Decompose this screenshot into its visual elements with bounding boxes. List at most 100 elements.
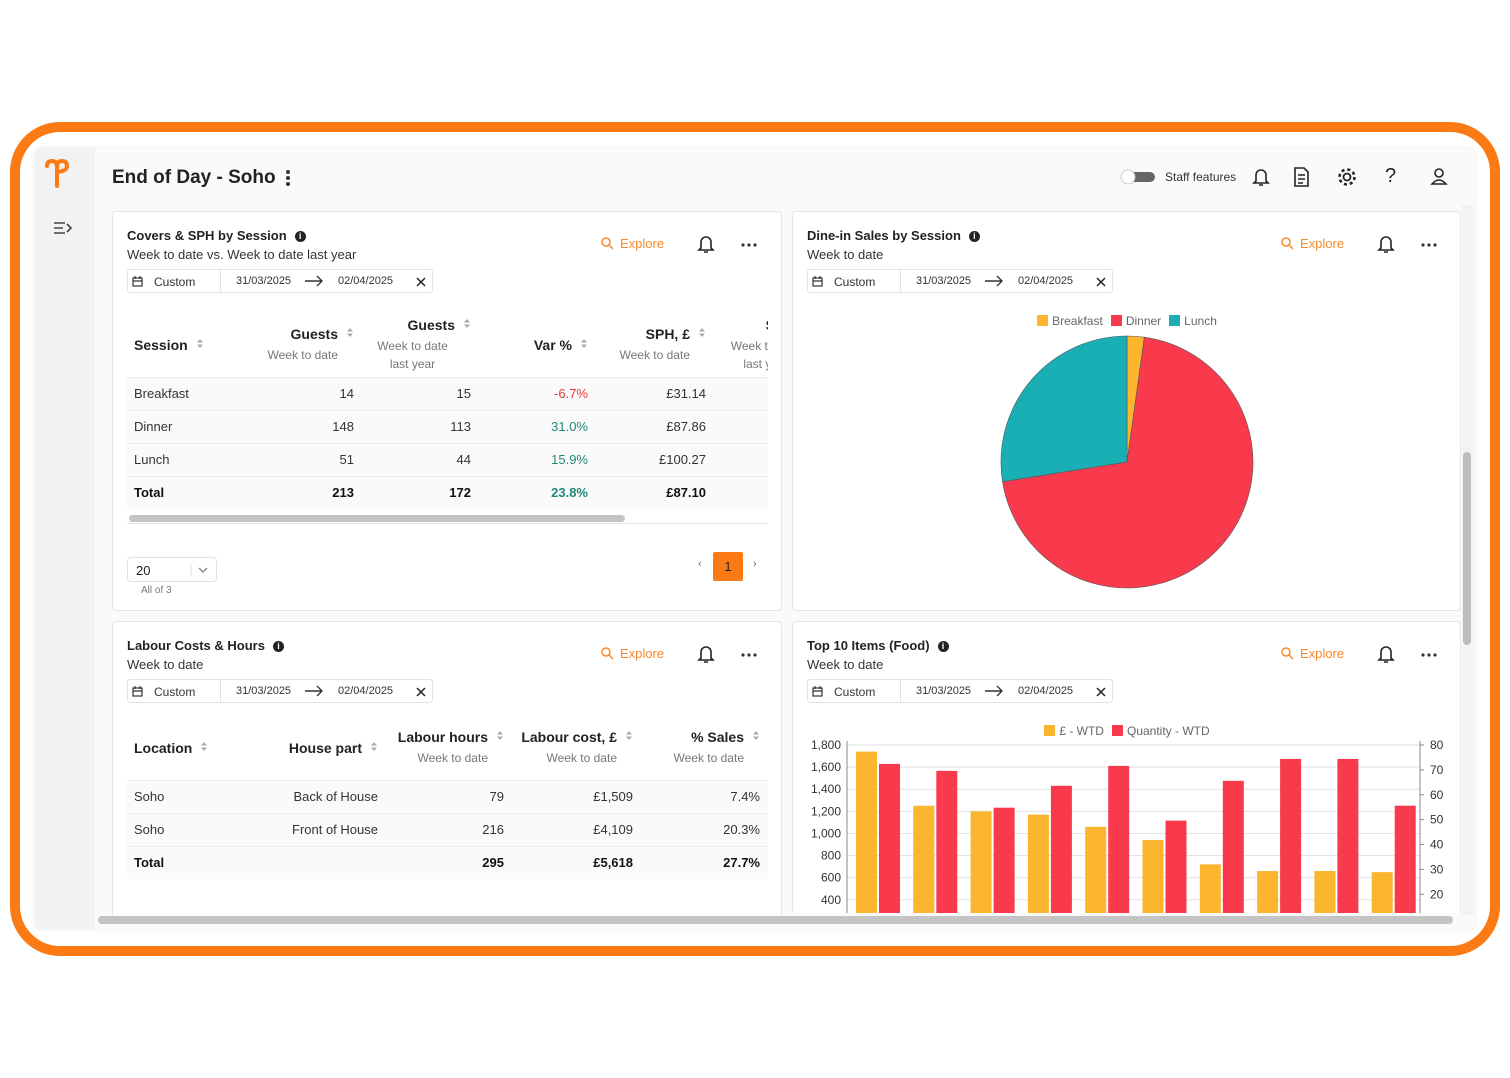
table-cell: 216 [386, 812, 512, 846]
info-icon[interactable]: i [272, 641, 284, 652]
table-row: Dinner 148 113 31.0% £87.86 [127, 409, 768, 443]
panel-menu[interactable] [740, 242, 758, 248]
bar [856, 751, 877, 913]
scrollbar[interactable] [1463, 452, 1471, 645]
date-from: 31/03/2025 [916, 275, 972, 287]
alert-bell[interactable] [1377, 644, 1395, 664]
info-icon[interactable]: i [968, 231, 980, 242]
scrollbar[interactable] [98, 916, 1453, 924]
sort-icon[interactable] [488, 729, 504, 745]
table-cell [714, 442, 768, 476]
data-table: Session Guests Week to date Guests Week to d… [127, 313, 768, 509]
table-cell: Total [127, 845, 255, 879]
clear-icon[interactable] [416, 277, 426, 287]
table-body: Breakfast 14 15 -6.7% £31.14 Dinner 148 113 31.0… [127, 376, 768, 509]
clear-icon[interactable] [1096, 277, 1106, 287]
table-cell: Front of House [255, 812, 386, 846]
prev-page[interactable]: ‹ [698, 558, 702, 570]
table-cell: Breakfast [127, 376, 234, 410]
info-icon[interactable]: i [294, 231, 306, 242]
column-header: SPH, £ Week to date last year [714, 313, 768, 377]
table-scrollbar[interactable] [129, 515, 625, 522]
table-cell: Back of House [255, 779, 386, 813]
alert-bell[interactable] [1377, 234, 1395, 254]
calendar-icon [132, 686, 143, 697]
sort-icon[interactable] [744, 729, 760, 745]
date-mode: Custom [834, 685, 876, 699]
divider [900, 680, 901, 702]
column-header: % Sales Week to date [641, 716, 768, 780]
page-menu[interactable] [283, 168, 293, 188]
legend-item[interactable]: Breakfast [1037, 314, 1103, 328]
date-filter[interactable]: Custom 31/03/2025 02/04/2025 [127, 679, 433, 703]
table-wrap: Location House part Labour hours Week to da… [127, 716, 768, 879]
bar [879, 763, 900, 913]
info-icon[interactable]: i [937, 641, 949, 652]
header-text: Labour cost, £ [521, 728, 617, 745]
table-row: Soho Front of House 216 £4,109 20.3% [127, 812, 768, 846]
table-cell: £5,618 [512, 845, 641, 879]
date-filter[interactable]: Custom 31/03/2025 02/04/2025 [127, 269, 433, 293]
explore-button[interactable]: Explore [1281, 646, 1344, 661]
legend-item[interactable]: Quantity - WTD [1111, 724, 1210, 738]
sort-icon[interactable] [455, 317, 471, 333]
sort-icon[interactable] [690, 326, 706, 342]
settings[interactable] [1336, 166, 1358, 188]
date-filter[interactable]: Custom 31/03/2025 02/04/2025 [807, 269, 1113, 293]
header-label: Guests [370, 317, 471, 333]
panel-menu[interactable] [740, 652, 758, 658]
explore-button[interactable]: Explore [601, 236, 664, 251]
legend-item[interactable]: £ - WTD [1044, 724, 1104, 738]
bar [970, 811, 992, 913]
clear-icon[interactable] [1096, 687, 1106, 697]
next-page[interactable]: › [753, 558, 757, 570]
bar [1337, 758, 1359, 913]
staff-toggle[interactable] [1119, 169, 1157, 185]
y-tick-label: 800 [821, 849, 841, 863]
panel-menu[interactable] [1420, 652, 1438, 658]
sort-icon[interactable] [338, 326, 354, 342]
column-header: House part [255, 716, 386, 780]
table-cell: Total [127, 475, 234, 509]
menu-toggle[interactable] [53, 221, 73, 235]
sort-icon[interactable] [572, 337, 588, 353]
header-text: Guests [290, 325, 338, 342]
bar-chart: 400 600 800 1,000 1,200 1,400 1,600 1,800 20 30 40… [811, 738, 1444, 913]
explore-button[interactable]: Explore [601, 646, 664, 661]
bar [1314, 871, 1336, 913]
notifications[interactable] [1251, 166, 1271, 188]
explore-label: Explore [1300, 646, 1345, 661]
logo[interactable] [43, 158, 71, 188]
legend-swatch [1111, 725, 1123, 736]
sort-icon[interactable] [617, 729, 633, 745]
sort-icon[interactable] [188, 337, 204, 353]
help[interactable]: ? [1385, 165, 1397, 187]
page-size-select[interactable]: 20 [127, 557, 217, 582]
panel-menu[interactable] [1420, 242, 1438, 248]
alert-bell[interactable] [697, 644, 715, 664]
reports[interactable] [1291, 166, 1311, 188]
explore-label: Explore [620, 646, 665, 661]
header-text: Var % [533, 336, 572, 353]
explore-button[interactable]: Explore [1281, 236, 1344, 251]
bar [1371, 872, 1393, 913]
sort-icon[interactable] [362, 740, 378, 756]
current-page[interactable]: 1 [713, 552, 743, 581]
clear-icon[interactable] [416, 687, 426, 697]
header-sub: Week to date [546, 750, 618, 765]
sort-icon[interactable] [192, 740, 208, 756]
legend-item[interactable]: Lunch [1169, 314, 1217, 328]
calendar-icon [812, 276, 823, 287]
panel-title: Covers & SPH by Session i [127, 228, 306, 243]
legend-label: Quantity - WTD [1126, 724, 1210, 738]
table-cell: Dinner [127, 409, 234, 443]
table-row: Lunch 51 44 15.9% £100.27 [127, 442, 768, 476]
bar [1027, 814, 1049, 913]
date-filter[interactable]: Custom 31/03/2025 02/04/2025 [807, 679, 1113, 703]
account[interactable] [1429, 166, 1449, 188]
legend-item[interactable]: Dinner [1110, 314, 1161, 328]
legend-label: Breakfast [1052, 314, 1103, 328]
alert-bell[interactable] [697, 234, 715, 254]
y-tick-label: 1,600 [811, 760, 841, 774]
